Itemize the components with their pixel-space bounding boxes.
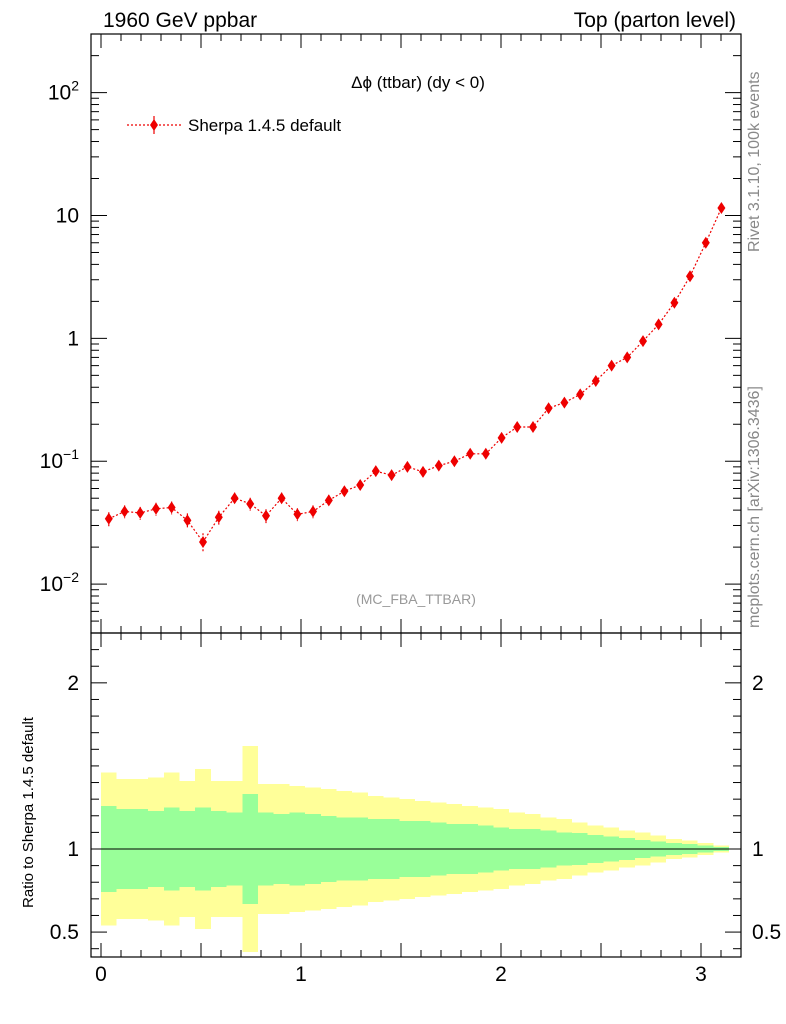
data-point [340, 485, 349, 498]
ratio-y-tick-label-right: 1 [752, 838, 764, 861]
data-point [701, 236, 710, 249]
data-point [670, 296, 679, 309]
ratio-bands [91, 745, 741, 953]
data-point [167, 501, 176, 514]
data-point [104, 512, 113, 525]
data-point [293, 508, 302, 521]
data-point [639, 335, 647, 348]
data-point [607, 359, 616, 372]
rivet-version-label: Rivet 3.1.10, 100k events [746, 71, 763, 252]
header-left-title: 1960 GeV ppbar [103, 9, 258, 32]
ratio-y-tick-label-right: 0.5 [752, 921, 781, 944]
data-point [136, 506, 145, 519]
ratio-y-tick-label-left: 1 [67, 838, 79, 861]
data-point [466, 447, 475, 460]
x-tick-label: 1 [295, 963, 307, 986]
data-point [434, 459, 443, 472]
mcplots-reference-label: mcplots.cern.ch [arXiv:1306.3436] [746, 386, 763, 628]
ticks [91, 33, 742, 957]
y-tick-label: 10 [56, 204, 79, 227]
data-point [591, 374, 600, 387]
data-point [419, 465, 427, 478]
data-point [387, 469, 396, 482]
data-point [654, 318, 663, 331]
data-point [560, 396, 569, 409]
data-point [183, 514, 192, 527]
data-point [120, 505, 129, 518]
data-point [623, 351, 632, 364]
data-marks [104, 202, 726, 553]
ratio-axis-label: Ratio to Sherpa 1.4.5 default [20, 717, 37, 908]
data-point [529, 420, 537, 433]
data-point [403, 460, 412, 473]
axes [90, 33, 742, 958]
data-point [277, 492, 286, 505]
y-tick-label: 102 [48, 78, 79, 105]
data-point [576, 388, 585, 401]
data-point [450, 455, 459, 468]
series-line [108, 207, 722, 544]
header-right-title: Top (parton level) [573, 9, 736, 32]
legend-marker [150, 119, 158, 131]
data-point [214, 511, 223, 524]
data-point [513, 420, 522, 433]
data-point [371, 465, 380, 478]
legend-label: Sherpa 1.4.5 default [188, 116, 341, 135]
data-point [152, 502, 160, 515]
data-point [497, 431, 506, 444]
ratio-y-tick-label-right: 2 [752, 672, 764, 695]
data-point [544, 402, 553, 415]
y-tick-label: 1 [67, 327, 79, 350]
plot-title: Δϕ (ttbar) (dy < 0) [351, 73, 485, 92]
ratio-y-tick-label-left: 0.5 [50, 921, 79, 944]
analysis-watermark: (MC_FBA_TTBAR) [356, 591, 476, 607]
legend: Sherpa 1.4.5 default [127, 116, 341, 135]
data-point [199, 536, 207, 549]
data-point [717, 202, 726, 215]
x-tick-label: 0 [95, 963, 107, 986]
tick-labels: 0 1 2 3 10−2 10−1 1 10 102 0.5 0.5 1 1 2 2 [40, 78, 782, 986]
y-tick-label: 10−2 [40, 569, 80, 596]
data-point [309, 505, 317, 518]
x-tick-label: 3 [695, 963, 707, 986]
data-point [356, 479, 365, 492]
ratio-panel-frame [90, 632, 742, 958]
ratio-y-tick-label-left: 2 [67, 672, 79, 695]
data-point [246, 497, 255, 510]
data-point [230, 492, 239, 505]
data-point [262, 509, 270, 522]
data-point [686, 270, 694, 283]
data-point [324, 494, 333, 507]
x-tick-label: 2 [495, 963, 507, 986]
data-point [481, 447, 490, 460]
y-tick-label: 10−1 [40, 446, 80, 473]
